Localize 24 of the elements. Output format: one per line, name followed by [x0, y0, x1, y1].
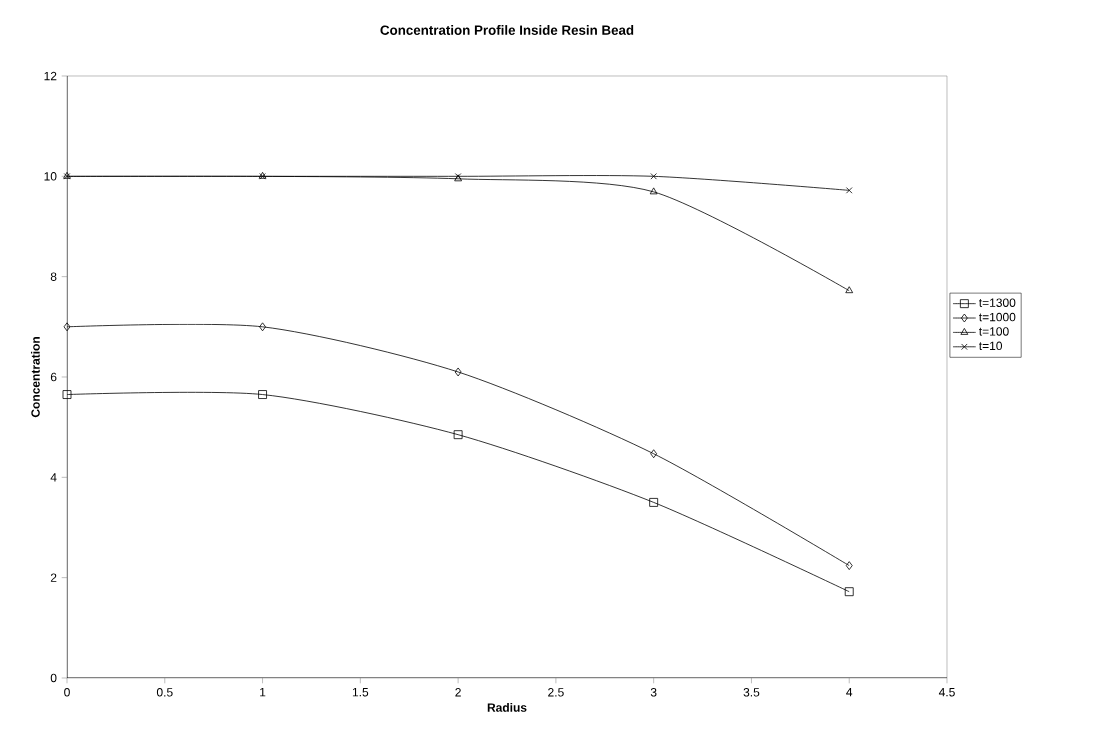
y-tick-label: 2 [50, 573, 57, 582]
x-tick-label: 4 [846, 688, 853, 697]
x-tick-label: 4.5 [938, 688, 955, 697]
x-tick-label: 3 [650, 688, 657, 697]
legend-label: t=1300 [979, 298, 1016, 307]
y-tick-label: 6 [50, 372, 57, 382]
y-axis-title: Concentration [30, 337, 40, 418]
chart-title: Concentration Profile Inside Resin Bead [380, 25, 634, 35]
legend-label: t=1000 [979, 312, 1016, 322]
x-tick-label: 2 [455, 688, 461, 697]
x-tick-label: 0 [64, 688, 70, 697]
legend-label: t=10 [979, 341, 1003, 351]
y-tick-label: 8 [50, 272, 57, 281]
x-axis-title: Radius [487, 703, 527, 712]
x-tick-label: 1 [260, 688, 266, 697]
y-tick-label: 12 [44, 71, 57, 81]
x-tick-label: 2.5 [548, 688, 564, 697]
legend-label: t=100 [979, 327, 1009, 336]
y-tick-label: 10 [44, 172, 57, 181]
x-tick-label: 3.5 [743, 688, 760, 697]
x-tick-label: 1.5 [352, 688, 369, 697]
x-tick-label: 0.5 [156, 688, 173, 697]
y-tick-label: 4 [50, 473, 57, 482]
y-tick-label: 0 [50, 673, 57, 683]
